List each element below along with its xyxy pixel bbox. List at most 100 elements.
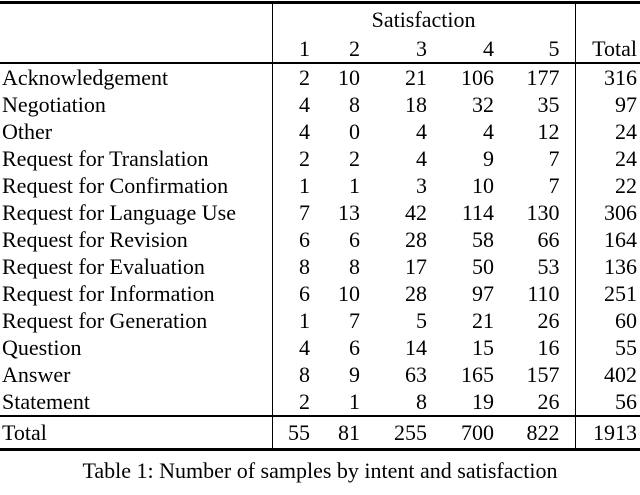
cell-value: 110 <box>527 280 560 306</box>
row-total: 24 <box>574 144 640 172</box>
table-footer: Total 55 81 255 700 822 1913 <box>0 415 640 450</box>
cell-value: 53 <box>537 253 560 279</box>
table-row: Request for Generation 1 7 5 21 26 60 <box>0 306 640 334</box>
table-header: Satisfaction 1 2 3 4 5 Total <box>0 2 640 63</box>
header-empty-corner <box>0 3 272 35</box>
cell-value: 130 <box>526 199 560 225</box>
table-row: Question 4 6 14 15 16 55 <box>0 333 640 361</box>
row-label: Request for Translation <box>2 145 209 171</box>
cell-value: 6 <box>349 334 360 360</box>
intent-satisfaction-table: Satisfaction 1 2 3 4 5 Total Acknowledge… <box>0 1 640 451</box>
row-label: Request for Revision <box>2 226 188 252</box>
row-label: Request for Evaluation <box>2 253 205 279</box>
table-body: Acknowledgement 2 10 21 106 177 316 Nego… <box>0 62 640 416</box>
row-total: 402 <box>574 360 640 388</box>
cell-value: 7 <box>548 145 560 171</box>
total-cell-value: 255 <box>394 419 427 445</box>
cell-value: 12 <box>537 118 560 144</box>
cell-value: 15 <box>472 334 494 360</box>
header-group-row: Satisfaction <box>0 2 640 35</box>
cell-value: 42 <box>405 199 427 225</box>
cell-value: 63 <box>405 361 427 387</box>
row-total: 97 <box>574 90 640 118</box>
cell-value: 21 <box>472 307 494 333</box>
cell-value: 5 <box>416 307 427 333</box>
table-row: Answer 8 9 63 165 157 402 <box>0 360 640 388</box>
cell-value: 13 <box>338 199 360 225</box>
cell-value: 21 <box>405 64 427 90</box>
cell-value: 4 <box>271 333 318 361</box>
cell-value: 32 <box>472 91 494 117</box>
cell-value: 4 <box>271 117 318 145</box>
table-caption: Table 1: Number of samples by intent and… <box>82 458 558 483</box>
row-total: 60 <box>574 306 640 334</box>
cell-value: 26 <box>537 388 560 414</box>
row-label: Request for Generation <box>2 307 208 333</box>
cell-value: 26 <box>537 307 560 333</box>
cell-value: 10 <box>338 64 360 90</box>
cell-value: 3 <box>416 172 427 198</box>
cell-value: 9 <box>483 145 494 171</box>
cell-value: 19 <box>472 388 494 414</box>
row-label: Request for Language Use <box>2 199 236 225</box>
table-row: Other 4 0 4 4 12 24 <box>0 117 640 145</box>
cell-value: 1 <box>349 388 360 414</box>
cell-value: 7 <box>349 307 360 333</box>
cell-value: 35 <box>537 91 560 117</box>
row-label: Negotiation <box>2 91 106 117</box>
col-header-1: 1 <box>271 34 318 63</box>
cell-value: 16 <box>537 334 560 360</box>
row-total: 22 <box>574 171 640 199</box>
table-row: Acknowledgement 2 10 21 106 177 316 <box>0 62 640 91</box>
total-cell-value: 822 <box>526 419 560 445</box>
row-label: Acknowledgement <box>2 64 169 90</box>
cell-value: 106 <box>461 64 494 90</box>
row-label: Statement <box>2 388 90 414</box>
table-row: Request for Confirmation 1 1 3 10 7 22 <box>0 171 640 199</box>
cell-value: 165 <box>461 361 494 387</box>
cell-value: 1 <box>271 171 318 199</box>
table-row: Request for Language Use 7 13 42 114 130… <box>0 198 640 226</box>
cell-value: 114 <box>461 199 494 225</box>
row-total: 56 <box>574 387 640 416</box>
cell-value: 177 <box>526 64 560 90</box>
cell-value: 1 <box>349 172 360 198</box>
cell-value: 157 <box>526 361 560 387</box>
header-columns-row: 1 2 3 4 5 Total <box>0 34 640 63</box>
cell-value: 97 <box>472 280 494 306</box>
total-cell-value: 700 <box>461 419 494 445</box>
table-row: Statement 2 1 8 19 26 56 <box>0 387 640 416</box>
total-row: Total 55 81 255 700 822 1913 <box>0 415 640 450</box>
cell-value: 66 <box>537 226 560 252</box>
header-empty-total <box>574 2 640 35</box>
cell-value: 1 <box>271 306 318 334</box>
table-row: Request for Information 6 10 28 97 110 2… <box>0 279 640 307</box>
row-label: Question <box>2 334 82 360</box>
cell-value: 0 <box>349 118 360 144</box>
cell-value: 2 <box>271 387 318 416</box>
col-header-total: Total <box>574 34 640 63</box>
header-empty-label <box>0 35 272 63</box>
cell-value: 7 <box>271 198 318 226</box>
cell-value: 6 <box>271 279 318 307</box>
cell-value: 17 <box>405 253 427 279</box>
cell-value: 2 <box>349 145 360 171</box>
total-cell-value: 55 <box>271 415 318 450</box>
cell-value: 50 <box>472 253 494 279</box>
row-label: Answer <box>2 361 71 387</box>
total-row-label: Total <box>2 419 47 445</box>
cell-value: 8 <box>349 253 360 279</box>
col-header-4: 4 <box>483 35 494 61</box>
col-header-3: 3 <box>416 35 427 61</box>
cell-value: 7 <box>548 172 560 198</box>
row-total: 55 <box>574 333 640 361</box>
cell-value: 8 <box>271 252 318 280</box>
cell-value: 2 <box>271 144 318 172</box>
cell-value: 10 <box>472 172 494 198</box>
col-header-2: 2 <box>349 35 360 61</box>
row-total: 306 <box>574 198 640 226</box>
grand-total: 1913 <box>574 415 640 450</box>
row-label: Request for Confirmation <box>2 172 229 198</box>
cell-value: 10 <box>338 280 360 306</box>
